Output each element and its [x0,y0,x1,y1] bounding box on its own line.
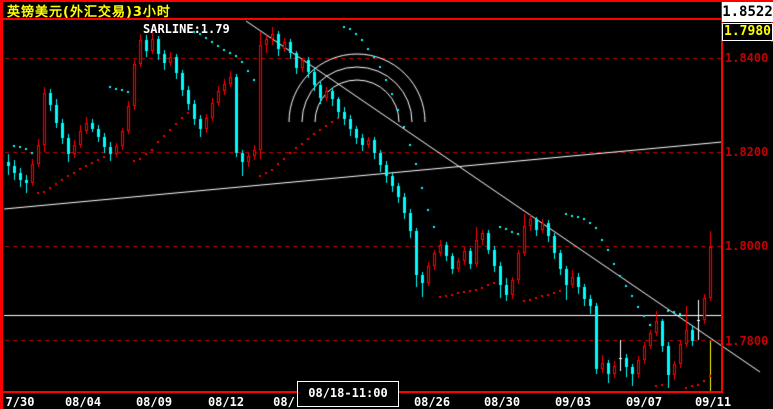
y-axis-label-18400: 1.8400 [725,51,769,65]
frame-top-border [0,0,773,2]
x-axis-label-0830: 08/30 [483,395,521,409]
x-axis-label-0818-partial: 08/ [273,395,295,409]
cursor-timestamp-box: 08/18-11:00 [297,381,399,407]
x-axis-label-0730: 7/30 [5,395,35,409]
x-axis-label-0809: 08/09 [135,395,173,409]
y-axis-label-18200: 1.8200 [725,145,769,159]
y-axis-label-18000: 1.8000 [725,239,769,253]
current-price-box: 1.7980 [722,23,773,41]
period-high-price-box: 1.8522 [722,2,773,22]
x-axis-label-0804: 08/04 [64,395,102,409]
page-title: 英镑美元(外汇交易)3小时 [7,5,171,20]
x-axis-label-0907: 09/07 [625,395,663,409]
x-axis-label-0812: 08/12 [207,395,245,409]
x-axis-label-0903: 09/03 [554,395,592,409]
sar-indicator-label: SARLINE:1.79 [143,22,230,36]
chart-top-border [0,18,722,20]
frame-left-border [0,0,3,409]
y-axis-label-17800: 1.7800 [725,334,769,348]
x-axis-label-0911: 09/11 [694,395,732,409]
x-axis-label-0826: 08/26 [413,395,451,409]
chart-right-border [721,2,723,393]
